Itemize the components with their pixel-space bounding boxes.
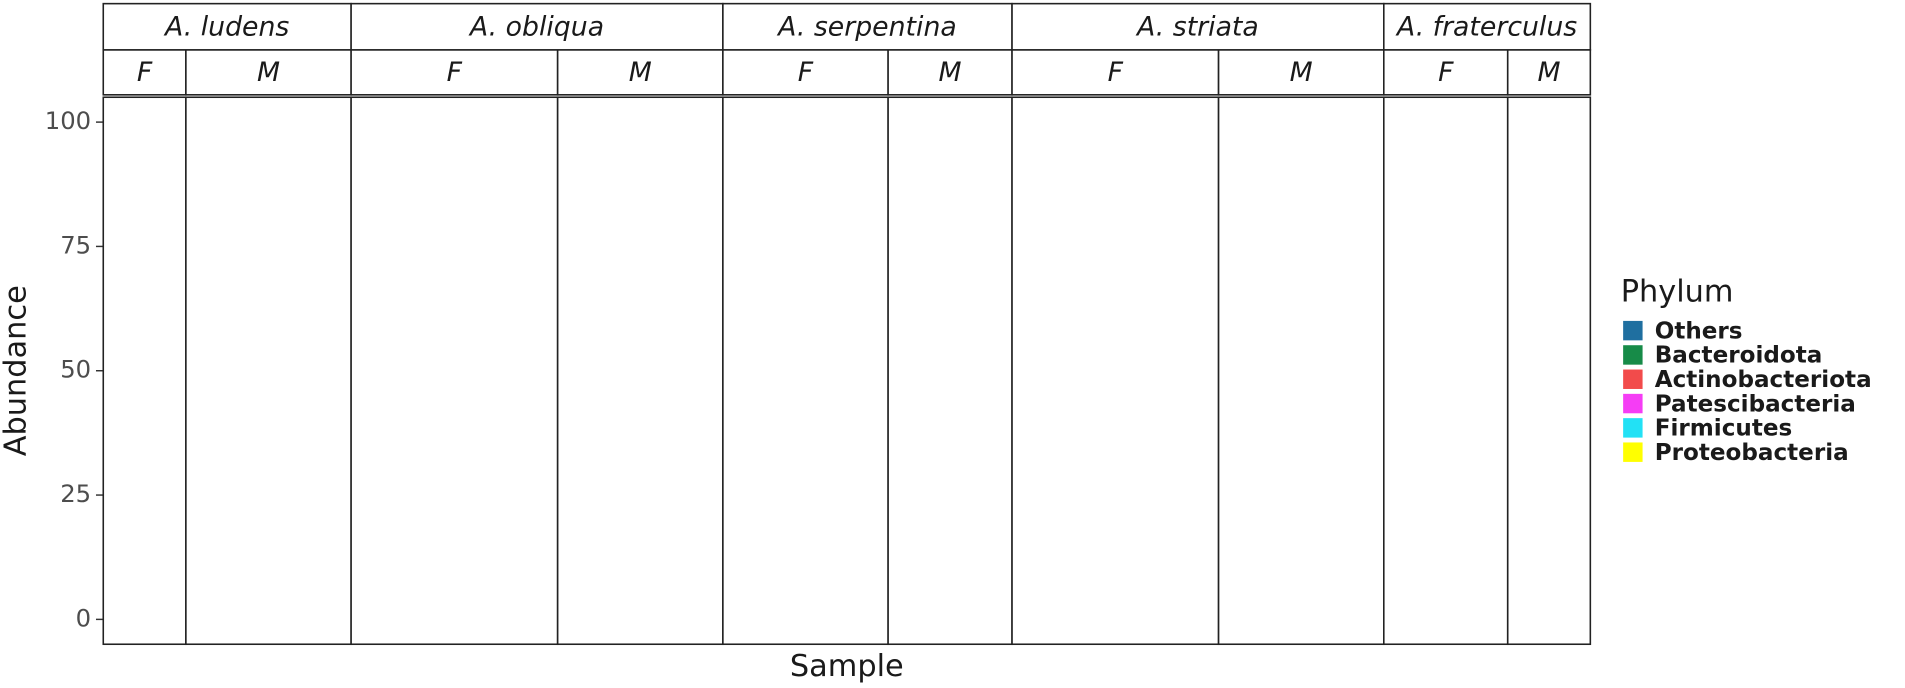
legend-label: Actinobacteriota (1655, 367, 1872, 393)
y-tick-label: 100 (45, 106, 91, 135)
panel (1218, 97, 1384, 645)
legend-swatch (1623, 442, 1643, 462)
sex-strip-label: M (1537, 57, 1560, 88)
y-tick-label: 0 (76, 603, 91, 632)
panel (1012, 97, 1219, 645)
strip (1011, 49, 1220, 96)
strip (1217, 49, 1385, 96)
strip (722, 2, 1013, 51)
panel (103, 97, 186, 645)
legend-swatch (1623, 345, 1643, 365)
sex-strip-label: M (939, 57, 962, 88)
legend-label: Firmicutes (1655, 416, 1793, 442)
sex-strip-label: M (257, 57, 280, 88)
species-strip-label: A. ludens (163, 11, 289, 42)
species-strip-label: A. striata (1135, 11, 1259, 42)
legend-title: Phylum (1621, 274, 1734, 309)
y-axis-title: Abundance (0, 285, 34, 456)
legend-label: Proteobacteria (1655, 440, 1849, 466)
panel (722, 97, 889, 645)
strip (722, 49, 889, 96)
strip (350, 49, 559, 96)
y-tick-label: 50 (60, 355, 91, 384)
sex-strip-label: F (798, 57, 814, 88)
strip (350, 2, 724, 51)
strip (1011, 2, 1385, 51)
sex-strip-label: F (1108, 57, 1124, 88)
panel (1507, 97, 1591, 645)
y-tick-label: 25 (60, 479, 91, 508)
legend-label: Others (1655, 318, 1743, 344)
sex-strip-label: F (137, 57, 153, 88)
panel (185, 97, 352, 645)
strip (102, 2, 352, 51)
sex-strip-label: M (1290, 57, 1313, 88)
panel (888, 97, 1013, 645)
legend-label: Patescibacteria (1655, 391, 1856, 417)
panel (351, 97, 558, 645)
y-tick-label: 75 (60, 230, 91, 259)
legend-swatch (1623, 369, 1643, 389)
sex-strip-label: F (1438, 57, 1454, 88)
species-strip-label: A. obliqua (468, 11, 604, 42)
x-axis-title: Sample (790, 649, 904, 684)
sex-strip-label: F (447, 57, 463, 88)
legend-swatch (1623, 418, 1643, 438)
panel-border (1506, 96, 1592, 646)
species-strip-label: A. serpentina (776, 11, 957, 42)
legend-swatch (1623, 393, 1643, 414)
strip (556, 49, 724, 96)
species-strip-label: A. fraterculus (1395, 11, 1577, 42)
strip (1383, 2, 1592, 51)
panel (1383, 97, 1508, 645)
legend-swatch (1623, 320, 1643, 341)
strip (1506, 49, 1592, 96)
legend-label: Bacteroidota (1655, 343, 1823, 369)
panel (557, 97, 723, 645)
sex-strip-label: M (629, 57, 652, 88)
strip (185, 49, 352, 96)
